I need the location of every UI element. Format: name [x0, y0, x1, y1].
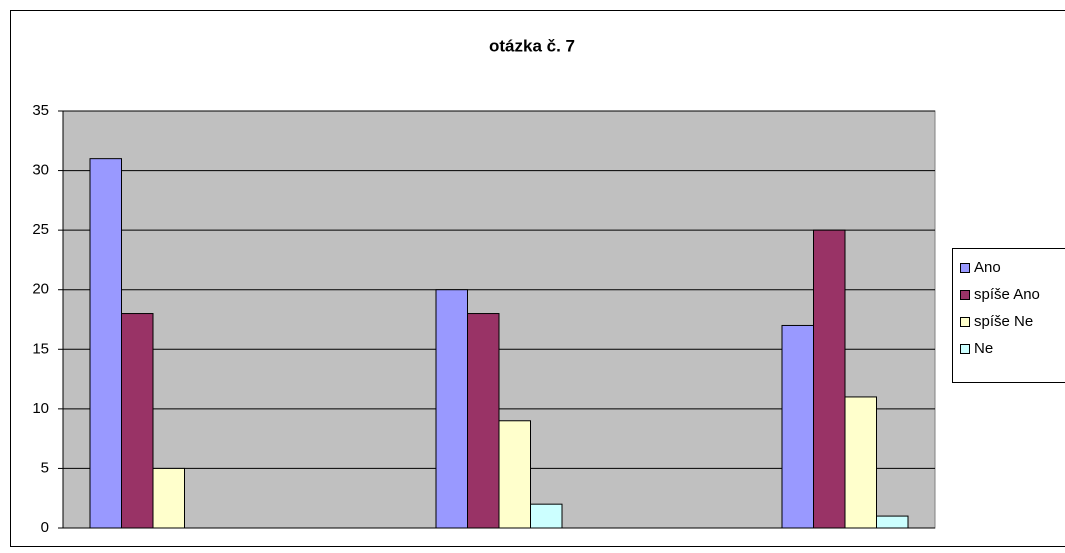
legend-label: Ne [974, 340, 993, 357]
bar [813, 229, 846, 529]
bar [121, 313, 154, 529]
legend-label: spíše Ne [974, 313, 1033, 330]
y-tick-label: 35 [32, 102, 49, 119]
bar [844, 396, 877, 529]
legend-swatch [960, 290, 970, 300]
y-tick-label: 5 [41, 459, 49, 476]
y-tick-label: 20 [32, 281, 49, 298]
y-tick-label: 25 [32, 221, 49, 238]
bar [152, 467, 185, 529]
legend-label: Ano [974, 259, 1001, 276]
bar [781, 324, 814, 529]
y-tick-label: 0 [41, 519, 49, 536]
legend-swatch [960, 317, 970, 327]
bar [498, 420, 531, 529]
bar [876, 515, 909, 529]
y-tick-label: 10 [32, 400, 49, 417]
legend-label: spíše Ano [974, 286, 1040, 303]
y-tick-label: 15 [32, 340, 49, 357]
bar [89, 158, 122, 529]
legend-box [952, 248, 1065, 383]
y-tick-label: 30 [32, 162, 49, 179]
chart-title: otázka č. 7 [489, 36, 575, 55]
legend-swatch [960, 263, 970, 273]
bar [435, 289, 468, 529]
bar [467, 313, 500, 529]
legend-swatch [960, 344, 970, 354]
bar [530, 503, 563, 529]
